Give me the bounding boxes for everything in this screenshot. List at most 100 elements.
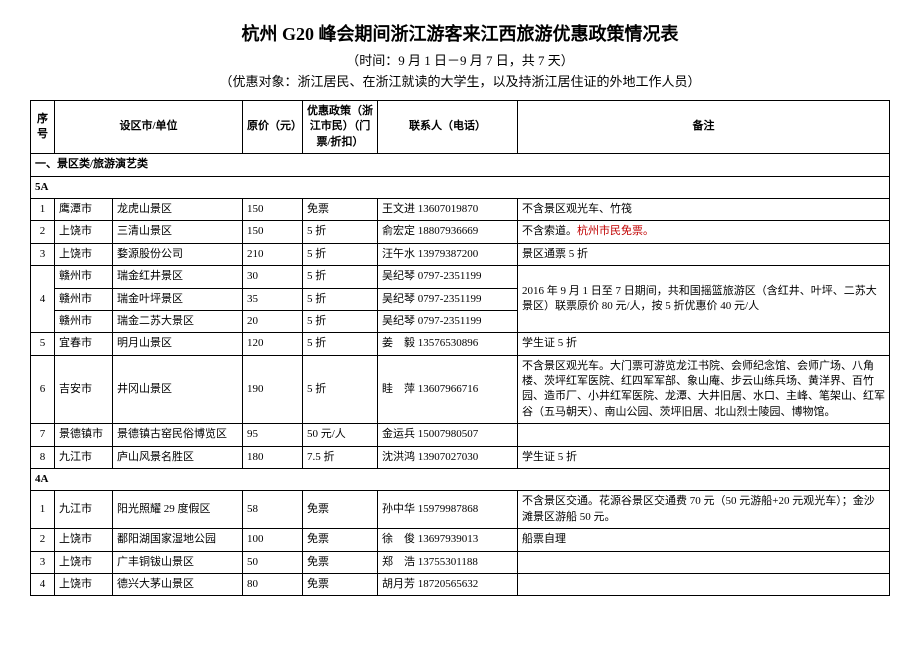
col-policy: 优惠政策（浙江市民）（门票/折扣）: [303, 101, 378, 154]
table-row: 1 九江市 阳光照耀 29 度假区 58 免票 孙中华 15979987868 …: [31, 491, 890, 529]
table-row: 5 宜春市 明月山景区 120 5 折 姜 毅 13576530896 学生证 …: [31, 333, 890, 355]
cell-price: 210: [243, 243, 303, 265]
cell-seq: 3: [31, 243, 55, 265]
cell-city: 上饶市: [55, 243, 113, 265]
cell-seq: 6: [31, 355, 55, 424]
cell-contact: 吴纪琴 0797-2351199: [378, 310, 518, 332]
cell-city: 景德镇市: [55, 424, 113, 446]
section-row: 一、景区类/旅游演艺类: [31, 154, 890, 176]
cell-remark: 学生证 5 折: [518, 446, 890, 468]
subtitle-date: （时间：9 月 1 日－9 月 7 日，共 7 天）: [30, 50, 890, 69]
section-sub-4a: 4A: [31, 469, 890, 491]
cell-price: 20: [243, 310, 303, 332]
cell-policy: 5 折: [303, 333, 378, 355]
col-price: 原价（元）: [243, 101, 303, 154]
cell-remark: 不含景区交通。花源谷景区交通费 70 元（50 元游船+20 元观光车）；金沙滩…: [518, 491, 890, 529]
cell-city: 上饶市: [55, 221, 113, 243]
cell-contact: 郑 浩 13755301188: [378, 551, 518, 573]
cell-remark: 不含景区观光车、竹筏: [518, 198, 890, 220]
table-row: 2 上饶市 三清山景区 150 5 折 俞宏定 18807936669 不含索道…: [31, 221, 890, 243]
cell-price: 95: [243, 424, 303, 446]
cell-policy: 5 折: [303, 266, 378, 288]
cell-policy: 免票: [303, 529, 378, 551]
cell-contact: 徐 俊 13697939013: [378, 529, 518, 551]
cell-unit: 庐山风景名胜区: [113, 446, 243, 468]
cell-price: 190: [243, 355, 303, 424]
table-row: 2 上饶市 鄱阳湖国家湿地公园 100 免票 徐 俊 13697939013 船…: [31, 529, 890, 551]
cell-unit: 婺源股份公司: [113, 243, 243, 265]
cell-unit: 鄱阳湖国家湿地公园: [113, 529, 243, 551]
cell-policy: 5 折: [303, 243, 378, 265]
cell-policy: 免票: [303, 491, 378, 529]
cell-unit: 井冈山景区: [113, 355, 243, 424]
section-sub-5a: 5A: [31, 176, 890, 198]
col-remark: 备注: [518, 101, 890, 154]
col-contact: 联系人（电话）: [378, 101, 518, 154]
table-header-row: 序号 设区市/单位 原价（元） 优惠政策（浙江市民）（门票/折扣） 联系人（电话…: [31, 101, 890, 154]
cell-unit: 瑞金红井景区: [113, 266, 243, 288]
page-title: 杭州 G20 峰会期间浙江游客来江西旅游优惠政策情况表: [30, 20, 890, 46]
cell-policy: 5 折: [303, 288, 378, 310]
table-row: 8 九江市 庐山风景名胜区 180 7.5 折 沈洪鸿 13907027030 …: [31, 446, 890, 468]
cell-city: 鹰潭市: [55, 198, 113, 220]
cell-contact: 俞宏定 18807936669: [378, 221, 518, 243]
cell-contact: 吴纪琴 0797-2351199: [378, 266, 518, 288]
policy-table: 序号 设区市/单位 原价（元） 优惠政策（浙江市民）（门票/折扣） 联系人（电话…: [30, 100, 890, 596]
cell-price: 35: [243, 288, 303, 310]
cell-contact: 汪午水 13979387200: [378, 243, 518, 265]
cell-contact: 眭 萍 13607966716: [378, 355, 518, 424]
cell-contact: 姜 毅 13576530896: [378, 333, 518, 355]
cell-remark: [518, 573, 890, 595]
cell-city: 吉安市: [55, 355, 113, 424]
section-title: 一、景区类/旅游演艺类: [31, 154, 890, 176]
cell-contact: 沈洪鸿 13907027030: [378, 446, 518, 468]
cell-unit: 阳光照耀 29 度假区: [113, 491, 243, 529]
cell-price: 30: [243, 266, 303, 288]
table-row: 3 上饶市 广丰铜钹山景区 50 免票 郑 浩 13755301188: [31, 551, 890, 573]
cell-unit: 龙虎山景区: [113, 198, 243, 220]
cell-city: 宜春市: [55, 333, 113, 355]
cell-remark: 景区通票 5 折: [518, 243, 890, 265]
cell-price: 100: [243, 529, 303, 551]
cell-policy: 免票: [303, 573, 378, 595]
cell-policy: 5 折: [303, 310, 378, 332]
cell-city: 上饶市: [55, 573, 113, 595]
cell-city: 赣州市: [55, 310, 113, 332]
cell-unit: 瑞金叶坪景区: [113, 288, 243, 310]
cell-price: 50: [243, 551, 303, 573]
col-seq: 序号: [31, 101, 55, 154]
cell-contact: 胡月芳 18720565632: [378, 573, 518, 595]
cell-price: 180: [243, 446, 303, 468]
cell-seq: 3: [31, 551, 55, 573]
cell-city: 上饶市: [55, 551, 113, 573]
cell-remark: 学生证 5 折: [518, 333, 890, 355]
cell-seq: 2: [31, 529, 55, 551]
cell-contact: 孙中华 15979987868: [378, 491, 518, 529]
cell-contact: 王文进 13607019870: [378, 198, 518, 220]
cell-remark: [518, 424, 890, 446]
cell-price: 150: [243, 221, 303, 243]
cell-remark: [518, 551, 890, 573]
table-row: 1 鹰潭市 龙虎山景区 150 免票 王文进 13607019870 不含景区观…: [31, 198, 890, 220]
cell-city: 赣州市: [55, 266, 113, 288]
cell-unit: 德兴大茅山景区: [113, 573, 243, 595]
cell-policy: 免票: [303, 551, 378, 573]
col-unit: 设区市/单位: [55, 101, 243, 154]
cell-price: 80: [243, 573, 303, 595]
section-sub-label: 5A: [31, 176, 890, 198]
cell-remark: 船票自理: [518, 529, 890, 551]
cell-unit: 瑞金二苏大景区: [113, 310, 243, 332]
cell-city: 九江市: [55, 446, 113, 468]
cell-unit: 明月山景区: [113, 333, 243, 355]
cell-unit: 广丰铜钹山景区: [113, 551, 243, 573]
cell-remark: 不含索道。杭州市民免票。: [518, 221, 890, 243]
cell-city: 上饶市: [55, 529, 113, 551]
cell-price: 120: [243, 333, 303, 355]
cell-policy: 5 折: [303, 221, 378, 243]
cell-seq: 4: [31, 573, 55, 595]
table-row: 6 吉安市 井冈山景区 190 5 折 眭 萍 13607966716 不含景区…: [31, 355, 890, 424]
subtitle-target: （优惠对象：浙江居民、在浙江就读的大学生，以及持浙江居住证的外地工作人员）: [30, 71, 890, 90]
cell-seq: 8: [31, 446, 55, 468]
cell-policy: 5 折: [303, 355, 378, 424]
cell-remark: 2016 年 9 月 1 日至 7 日期间，共和国摇篮旅游区（含红井、叶坪、二苏…: [518, 266, 890, 333]
